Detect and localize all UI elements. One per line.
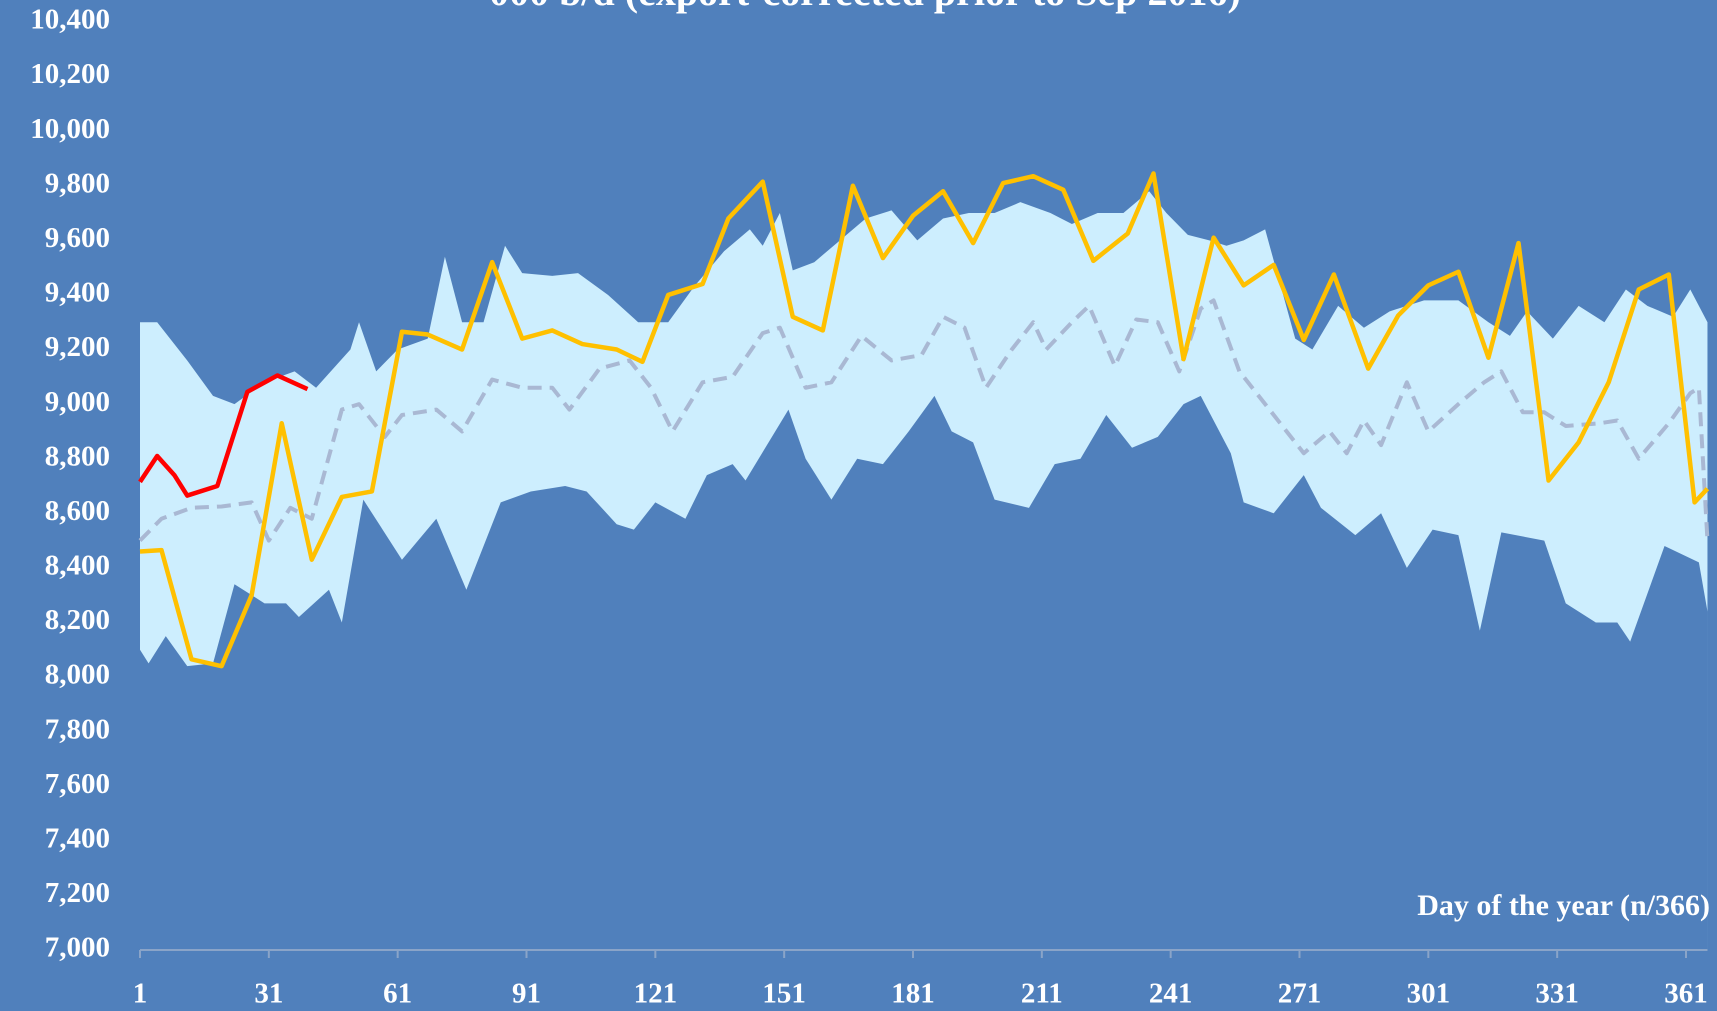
y-tick-label: 8,800 xyxy=(45,440,110,472)
x-tick-label: 1 xyxy=(133,978,148,1010)
y-tick-label: 9,000 xyxy=(45,386,110,418)
x-tick-label: 31 xyxy=(254,978,283,1010)
y-tick-label: 7,200 xyxy=(45,877,110,909)
y-tick-label: 9,400 xyxy=(45,277,110,309)
x-tick-label: 301 xyxy=(1407,978,1451,1010)
x-tick-label: 91 xyxy=(512,978,541,1010)
y-tick-label: 8,000 xyxy=(45,659,110,691)
x-tick-label: 61 xyxy=(383,978,412,1010)
x-tick-label: 241 xyxy=(1149,978,1193,1010)
x-axis-label: Day of the year (n/366) xyxy=(1417,889,1710,922)
y-tick-label: 7,400 xyxy=(45,822,110,854)
y-tick-label: 10,200 xyxy=(30,58,110,90)
x-tick-label: 211 xyxy=(1021,978,1063,1010)
y-tick-label: 9,200 xyxy=(45,331,110,363)
series-line xyxy=(138,373,309,498)
plot-area xyxy=(138,171,1710,951)
x-tick-label: 331 xyxy=(1535,978,1579,1010)
y-tick-label: 10,400 xyxy=(30,4,110,36)
x-tick-label: 181 xyxy=(891,978,935,1010)
y-tick-label: 8,600 xyxy=(45,495,110,527)
y-tick-label: 8,200 xyxy=(45,604,110,636)
series-line xyxy=(138,298,1710,543)
y-tick-label: 10,000 xyxy=(30,113,110,145)
y-tick-label: 7,800 xyxy=(45,713,110,745)
x-tick-label: 121 xyxy=(634,978,678,1010)
x-tick-label: 271 xyxy=(1278,978,1322,1010)
y-tick-label: 9,800 xyxy=(45,167,110,199)
x-tick-label: 361 xyxy=(1664,978,1708,1010)
y-tick-label: 8,400 xyxy=(45,550,110,582)
range-area xyxy=(140,395,1708,950)
chart-title: 000 b/d (export-corrected prior to Sep 2… xyxy=(489,0,1241,14)
y-tick-label: 7,000 xyxy=(45,932,110,964)
x-tick-label: 151 xyxy=(762,978,806,1010)
series-line xyxy=(139,171,1710,669)
y-tick-label: 9,600 xyxy=(45,222,110,254)
y-tick-label: 7,600 xyxy=(45,768,110,800)
